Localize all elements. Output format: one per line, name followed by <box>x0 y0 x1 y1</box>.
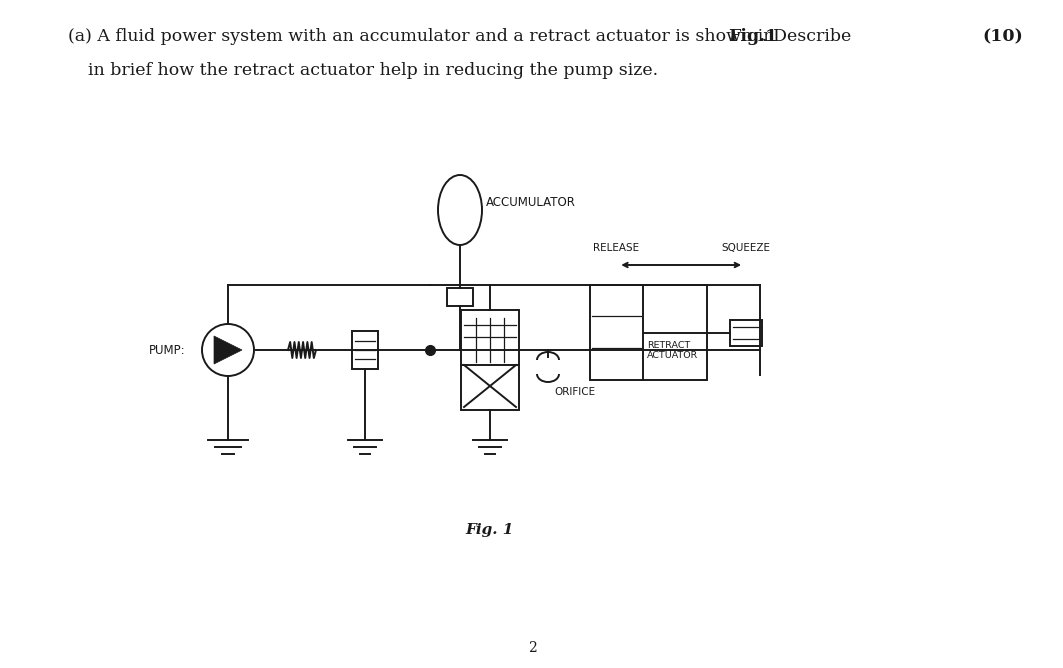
Text: RETRACT
ACTUATOR: RETRACT ACTUATOR <box>646 341 698 360</box>
Text: PUMP:: PUMP: <box>150 343 186 357</box>
Bar <box>590 285 707 380</box>
Bar <box>352 331 378 369</box>
Polygon shape <box>214 336 242 364</box>
Text: (10): (10) <box>982 28 1023 45</box>
Bar <box>461 310 519 410</box>
Text: Fig. 1: Fig. 1 <box>466 523 514 537</box>
Text: (a) A fluid power system with an accumulator and a retract actuator is shown in: (a) A fluid power system with an accumul… <box>68 28 780 45</box>
Text: in brief how the retract actuator help in reducing the pump size.: in brief how the retract actuator help i… <box>88 62 658 79</box>
Text: SQUEEZE: SQUEEZE <box>722 243 771 253</box>
Text: Fig.1: Fig.1 <box>728 28 777 45</box>
Text: RELEASE: RELEASE <box>593 243 639 253</box>
Bar <box>730 319 762 345</box>
Text: 2: 2 <box>527 641 537 655</box>
Text: ACCUMULATOR: ACCUMULATOR <box>486 196 576 208</box>
Text: . Describe: . Describe <box>762 28 851 45</box>
Text: ORIFICE: ORIFICE <box>554 387 595 397</box>
Bar <box>448 288 473 306</box>
